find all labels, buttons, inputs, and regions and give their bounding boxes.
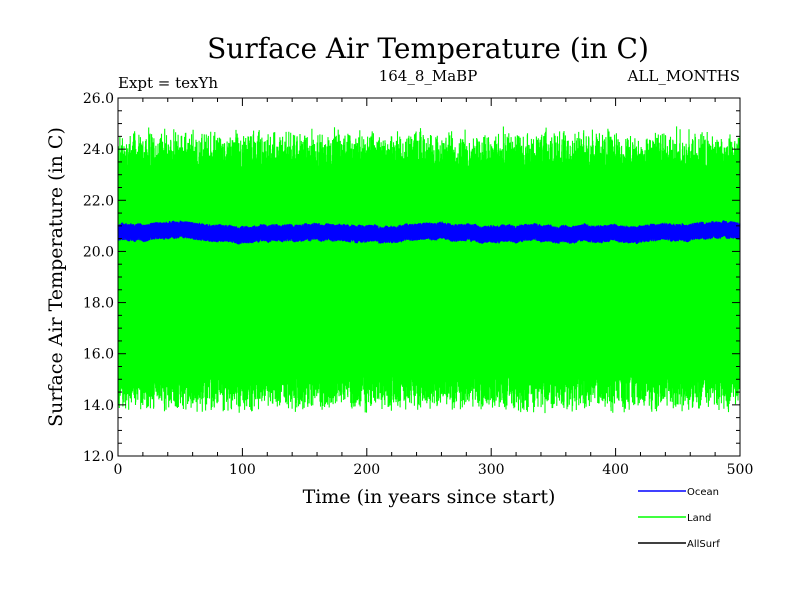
- y-tick-label: 18.0: [83, 296, 114, 312]
- y-tick-label: 26.0: [83, 91, 114, 107]
- x-axis-label: Time (in years since start): [303, 486, 556, 508]
- y-tick-label: 24.0: [83, 142, 114, 158]
- axis-ticks: 0 100 200 300 400 500 12.0 14.0 16.0 18.0 20.0 22.0…: [83, 91, 754, 478]
- y-tick-label: 22.0: [83, 193, 114, 209]
- x-tick-label: 300: [478, 462, 505, 478]
- y-tick-label: 16.0: [83, 347, 114, 363]
- subtitle-months: ALL_MONTHS: [627, 67, 740, 85]
- y-tick-label: 20.0: [83, 244, 114, 260]
- x-tick-label: 400: [602, 462, 629, 478]
- y-tick-label: 12.0: [83, 449, 114, 465]
- legend-label-land: Land: [687, 513, 711, 524]
- x-tick-label: 500: [727, 462, 754, 478]
- y-tick-label: 14.0: [83, 398, 114, 414]
- series-line-ocean: [117, 220, 741, 245]
- legend-label-allsurf: AllSurf: [687, 539, 720, 550]
- subtitle-period: 164_8_MaBP: [379, 67, 478, 85]
- plot-area: [117, 126, 741, 414]
- legend-label-ocean: Ocean: [687, 487, 719, 498]
- subtitle-experiment: Expt = texYh: [118, 74, 218, 92]
- chart-title: Surface Air Temperature (in C): [207, 32, 649, 65]
- x-tick-label: 100: [229, 462, 256, 478]
- x-tick-label: 0: [114, 462, 123, 478]
- y-axis-label: Surface Air Temperature (in C): [45, 127, 67, 427]
- legend: Ocean Land AllSurf: [638, 487, 720, 550]
- series-line-land: [117, 126, 741, 414]
- x-tick-label: 200: [353, 462, 380, 478]
